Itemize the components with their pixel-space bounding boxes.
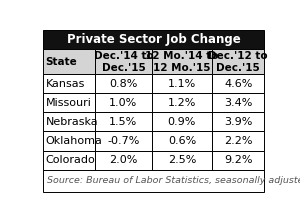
Bar [95, 151, 152, 170]
Bar [212, 93, 264, 112]
Text: 1.0%: 1.0% [109, 98, 137, 108]
Bar [43, 49, 95, 74]
Bar [152, 112, 212, 131]
Text: Colorado: Colorado [46, 155, 95, 165]
Bar [95, 93, 152, 112]
Text: 0.8%: 0.8% [109, 79, 138, 89]
Bar [95, 112, 152, 131]
Text: Dec.'12 to
Dec.'15: Dec.'12 to Dec.'15 [208, 51, 268, 73]
Text: 1.1%: 1.1% [168, 79, 196, 89]
Text: 0.9%: 0.9% [168, 117, 196, 127]
Bar [43, 131, 95, 151]
Text: Nebraska: Nebraska [46, 117, 98, 127]
Text: Missouri: Missouri [46, 98, 92, 108]
Bar [95, 74, 152, 93]
Text: 4.6%: 4.6% [224, 79, 252, 89]
Text: 3.9%: 3.9% [224, 117, 252, 127]
Bar [95, 49, 152, 74]
Text: State: State [46, 57, 77, 67]
Bar [152, 93, 212, 112]
Text: 2.2%: 2.2% [224, 136, 253, 146]
Text: 3.4%: 3.4% [224, 98, 252, 108]
Bar [43, 112, 95, 131]
Text: -0.7%: -0.7% [107, 136, 140, 146]
Bar [43, 151, 95, 170]
Text: Dec.'14 to
Dec.'15: Dec.'14 to Dec.'15 [94, 51, 153, 73]
Bar [95, 131, 152, 151]
Text: Private Sector Job Change: Private Sector Job Change [67, 33, 241, 46]
Bar [212, 74, 264, 93]
Bar [43, 30, 264, 49]
Bar [212, 49, 264, 74]
Text: Source: Bureau of Labor Statistics, seasonally adjusted: Source: Bureau of Labor Statistics, seas… [47, 176, 300, 185]
Text: Kansas: Kansas [46, 79, 85, 89]
Text: 2.0%: 2.0% [109, 155, 138, 165]
Bar [212, 131, 264, 151]
Bar [152, 151, 212, 170]
Text: 9.2%: 9.2% [224, 155, 253, 165]
Text: 1.2%: 1.2% [168, 98, 196, 108]
Bar [43, 74, 95, 93]
Text: 12 Mo.'14 to
12 Mo.'15: 12 Mo.'14 to 12 Mo.'15 [145, 51, 219, 73]
Bar [43, 93, 95, 112]
Text: 2.5%: 2.5% [168, 155, 196, 165]
Bar [212, 112, 264, 131]
Text: 1.5%: 1.5% [109, 117, 137, 127]
Text: 0.6%: 0.6% [168, 136, 196, 146]
Bar [152, 49, 212, 74]
Bar [43, 170, 264, 192]
Text: Oklahoma: Oklahoma [46, 136, 103, 146]
Bar [212, 151, 264, 170]
Bar [152, 74, 212, 93]
Bar [152, 131, 212, 151]
